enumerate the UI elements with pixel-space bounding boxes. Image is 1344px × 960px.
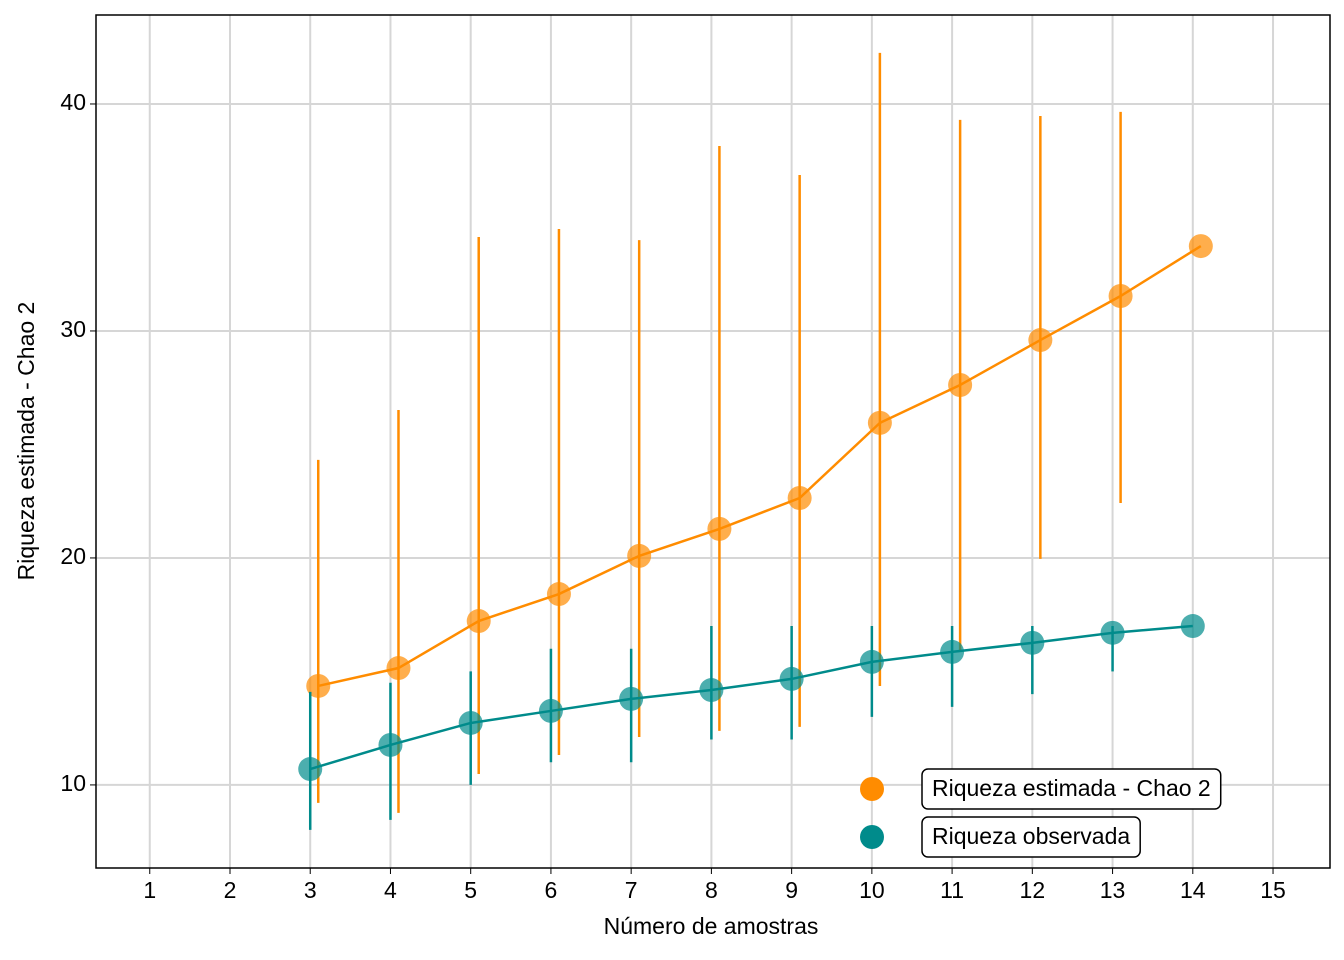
- x-tick-label: 1: [143, 877, 156, 903]
- x-tick-label: 11: [940, 877, 964, 903]
- data-point: [707, 516, 732, 541]
- data-point: [538, 698, 563, 723]
- data-point: [298, 757, 323, 782]
- data-point: [627, 543, 652, 568]
- data-point: [940, 639, 965, 664]
- x-tick-label: 6: [545, 877, 558, 903]
- data-point: [867, 410, 892, 435]
- data-point: [466, 609, 491, 634]
- data-point: [386, 656, 411, 681]
- data-point: [787, 486, 812, 511]
- y-axis-title: Riqueza estimada - Chao 2: [13, 302, 39, 581]
- plot-border: [95, 14, 1331, 869]
- x-tick-label: 13: [1100, 877, 1126, 903]
- series-line: [309, 624, 1193, 771]
- series-line: [317, 245, 1202, 688]
- data-point: [779, 666, 804, 691]
- legend-key: [860, 777, 884, 801]
- x-tick-label: 15: [1260, 877, 1286, 903]
- x-axis-title: Número de amostras: [604, 913, 819, 939]
- data-point: [1100, 620, 1125, 645]
- x-tick-label: 14: [1180, 877, 1206, 903]
- data-point: [378, 732, 403, 757]
- x-tick-label: 8: [705, 877, 718, 903]
- data-point: [699, 678, 724, 703]
- x-tick-label: 10: [859, 877, 885, 903]
- legend-label: Riqueza estimada - Chao 2: [932, 775, 1211, 801]
- y-tick-label: 40: [60, 89, 86, 115]
- data-point: [948, 372, 973, 397]
- legend-label-box: [921, 816, 1141, 858]
- y-tick-label: 30: [60, 316, 86, 342]
- x-tick-label: 3: [304, 877, 317, 903]
- legend-label-box: [921, 768, 1222, 810]
- data-point: [458, 710, 483, 735]
- data-point: [1020, 630, 1045, 655]
- y-tick-label: 10: [60, 770, 86, 796]
- legend-key: [860, 825, 884, 849]
- x-tick-label: 12: [1020, 877, 1046, 903]
- x-tick-label: 2: [224, 877, 237, 903]
- x-tick-label: 5: [464, 877, 477, 903]
- x-tick-label: 7: [625, 877, 638, 903]
- data-point: [546, 582, 571, 607]
- y-tick-label: 20: [60, 543, 86, 569]
- x-tick-label: 4: [384, 877, 397, 903]
- data-point: [1028, 328, 1053, 353]
- data-point: [306, 673, 331, 698]
- legend: Riqueza estimada - Chao 2 Riqueza observa…: [860, 768, 1222, 858]
- data-point: [619, 686, 644, 711]
- legend-label: Riqueza observada: [932, 823, 1130, 849]
- x-tick-label: 9: [785, 877, 798, 903]
- data-point: [1188, 234, 1213, 259]
- data-point: [859, 649, 884, 674]
- data-point: [1180, 614, 1205, 639]
- data-point: [1108, 284, 1133, 309]
